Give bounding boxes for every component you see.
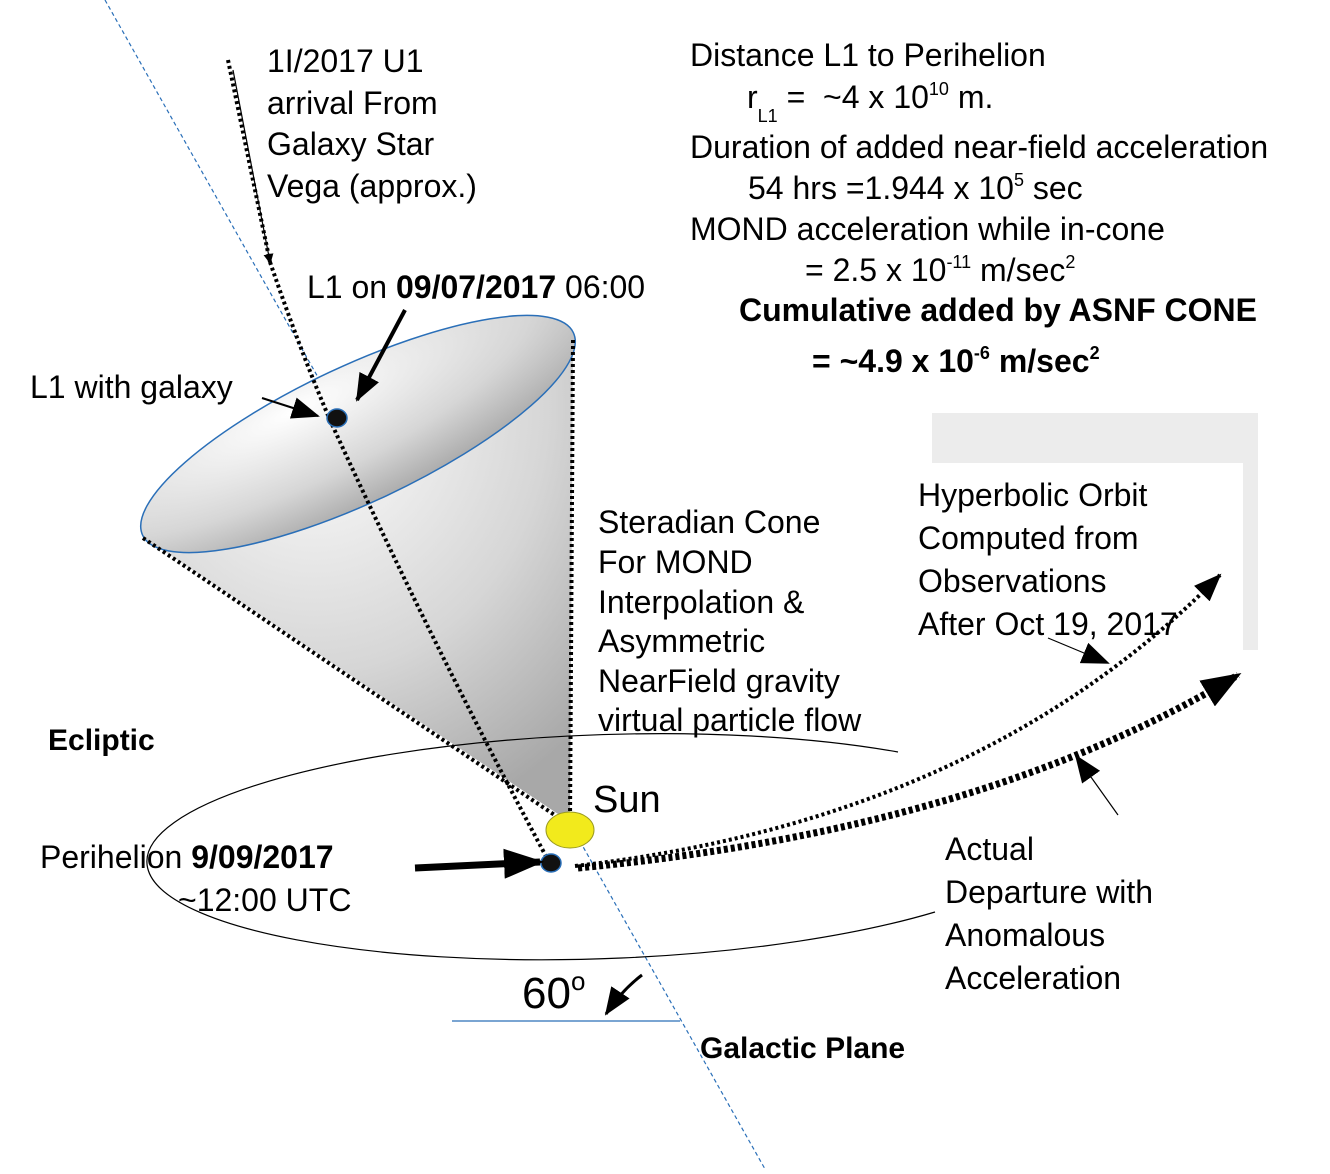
text: sec xyxy=(1024,170,1083,206)
arrow xyxy=(604,973,643,1016)
label: Galactic Plane xyxy=(700,1032,905,1065)
backdrop-cut xyxy=(932,463,1243,663)
arrow xyxy=(355,309,407,402)
label: Departure with xyxy=(945,874,1153,910)
cone-rim xyxy=(139,314,577,554)
label: Steradian Cone xyxy=(598,504,820,540)
label: 1I/2017 U1 xyxy=(267,43,424,79)
info-line: = 2.5 x 10-11 m/sec2 xyxy=(805,252,1075,288)
cone-edge xyxy=(141,536,567,824)
text: = ~4.9 x 10 xyxy=(812,343,974,379)
label: L1 with galaxy xyxy=(30,369,233,405)
info-line: MOND acceleration while in-cone xyxy=(690,211,1165,247)
label: Actual xyxy=(945,831,1034,867)
label: Vega (approx.) xyxy=(267,168,477,204)
trajectory xyxy=(226,59,272,263)
text: 54 hrs =1.944 x 10 xyxy=(748,170,1014,206)
sun xyxy=(545,811,595,849)
label: L1 on 09/07/2017 06:00 xyxy=(307,269,645,305)
text: -6 xyxy=(974,343,990,363)
text: 2 xyxy=(1065,252,1075,272)
text: 2 xyxy=(1090,343,1100,363)
hyperbolic-orbit xyxy=(574,573,1222,868)
text: = 2.5 x 10 xyxy=(805,252,946,288)
label: Ecliptic xyxy=(48,724,155,757)
info-line: rL1 = ~4 x 1010 m. xyxy=(747,79,993,126)
label: 60o xyxy=(522,966,585,1018)
label: ~12:00 UTC xyxy=(178,882,351,918)
info-line: 54 hrs =1.944 x 105 sec xyxy=(748,170,1083,206)
text: -11 xyxy=(946,252,971,272)
text: 06:00 xyxy=(556,269,645,305)
label: Observations xyxy=(918,563,1107,599)
ecliptic-orbit xyxy=(146,733,936,961)
text: m. xyxy=(949,79,993,115)
arrow xyxy=(1074,754,1119,816)
info-line: Duration of added near-field acceleratio… xyxy=(690,129,1268,165)
perihelion-point xyxy=(540,853,562,873)
text: r xyxy=(747,79,758,115)
text: 9/09/2017 xyxy=(191,839,333,875)
l1-point xyxy=(326,408,348,428)
text: Perihelion xyxy=(40,839,191,875)
text: 10 xyxy=(929,79,949,99)
text: L1 on xyxy=(307,269,396,305)
label: Hyperbolic Orbit xyxy=(918,477,1148,513)
label: Interpolation & xyxy=(598,584,804,620)
label: NearField gravity xyxy=(598,663,840,699)
label: Sun xyxy=(593,779,661,821)
label: virtual particle flow xyxy=(598,702,862,738)
label: After Oct 19, 2017 xyxy=(918,606,1178,642)
info-line: = ~4.9 x 10-6 m/sec2 xyxy=(812,343,1100,379)
text: L1 xyxy=(758,106,778,126)
label: Perihelion 9/09/2017 xyxy=(40,839,334,875)
label: Anomalous xyxy=(945,917,1105,953)
arrow xyxy=(1047,637,1110,664)
actual-departure xyxy=(577,671,1242,872)
cone-edge xyxy=(568,339,575,823)
label: For MOND xyxy=(598,544,753,580)
info-line: Distance L1 to Perihelion xyxy=(690,37,1046,73)
label: arrival From xyxy=(267,85,438,121)
label: Galaxy Star xyxy=(267,126,435,162)
text: 5 xyxy=(1014,170,1024,190)
text: 60 xyxy=(522,969,571,1018)
arrow xyxy=(414,848,544,879)
text: 09/07/2017 xyxy=(396,269,556,305)
label: Computed from xyxy=(918,520,1139,556)
arrow xyxy=(261,397,320,419)
arrow xyxy=(232,69,274,264)
text: m/sec xyxy=(990,343,1090,379)
trajectory xyxy=(268,261,550,861)
text: o xyxy=(571,966,585,996)
text: = ~4 x 10 xyxy=(778,79,929,115)
label: Acceleration xyxy=(945,960,1121,996)
info-line: Cumulative added by ASNF CONE xyxy=(739,292,1257,328)
text: m/sec xyxy=(971,252,1065,288)
label: Asymmetric xyxy=(598,623,765,659)
